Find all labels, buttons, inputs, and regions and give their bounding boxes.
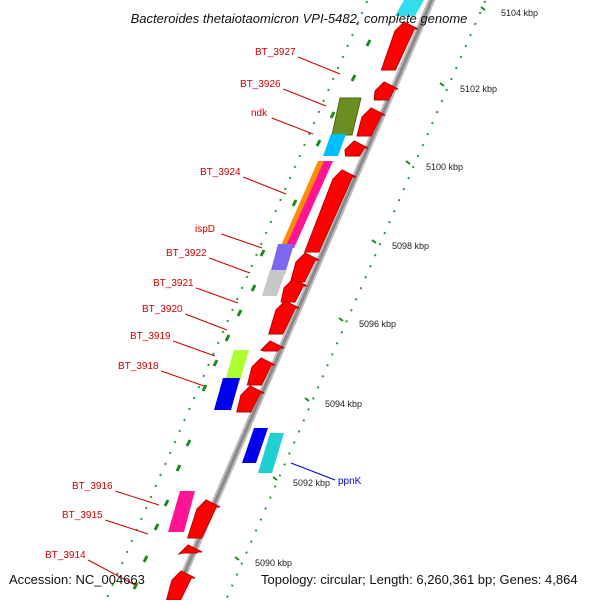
gene-arrow-forward [380, 21, 419, 71]
scale-tick-label: 5096 kbp [359, 319, 396, 329]
gene-label-leader [173, 340, 216, 357]
gene-block-ndk-blue [323, 134, 346, 156]
gene-block-ispD [270, 244, 294, 274]
gene-label-leader [87, 559, 136, 586]
gene-label: BT_3927 [255, 47, 296, 58]
green-tick [365, 39, 372, 47]
green-tick [291, 199, 298, 207]
scale-tick-mark [371, 239, 377, 244]
gene-arrow-forward [260, 340, 285, 352]
gene-arrow-forward [356, 107, 386, 137]
green-tick [163, 499, 170, 507]
green-tick [212, 359, 219, 367]
gene-arrow-forward [373, 81, 399, 101]
gene-block-3924-pink [285, 161, 333, 248]
gene-block-3919 [225, 350, 249, 381]
scale-tick-mark [405, 160, 411, 165]
scale-tick-mark [439, 82, 445, 87]
gene-label-leader [209, 257, 251, 274]
gene-label: BT_3926 [240, 79, 281, 90]
green-tick [329, 111, 336, 119]
gene-label-leader [196, 287, 239, 304]
gene-label: BT_3914 [45, 550, 86, 561]
green-tick [201, 384, 208, 392]
gene-block-ndk-olive [331, 97, 362, 136]
topology-text: Topology: circular; Length: 6,260,361 bp… [261, 572, 578, 587]
scale-tick-mark [304, 397, 310, 402]
gene-label: BT_3916 [72, 481, 113, 492]
scale-tick-label: 5098 kbp [392, 241, 429, 251]
gene-label-leader [283, 88, 327, 107]
gene-label: BT_3919 [130, 331, 171, 342]
gene-arrow-forward [236, 385, 265, 413]
scale-tick-mark [338, 317, 344, 322]
gene-label: BT_3921 [153, 278, 194, 289]
gene-arrow-forward [304, 169, 357, 253]
gene-label-leader [271, 117, 314, 135]
gene-label: BT_3918 [118, 361, 159, 372]
scale-tick-mark [480, 6, 486, 11]
gene-label: BT_3924 [200, 167, 241, 178]
green-tick [259, 249, 266, 257]
gene-label: BT_3922 [166, 248, 207, 259]
gene-label-leader [105, 519, 149, 535]
gene-arrow-forward [289, 252, 320, 283]
gene-label: BT_3920 [142, 304, 183, 315]
accession-text: Accession: NC_004663 [9, 572, 145, 587]
green-tick [350, 74, 357, 82]
gene-arrow-forward [177, 544, 203, 556]
gene-arrow-forward [246, 357, 276, 386]
scale-tick-mark [272, 476, 278, 481]
gene-label: ispD [195, 224, 215, 235]
green-tick [153, 523, 160, 531]
gene-label-leader [221, 233, 263, 249]
gene-label-leader [243, 176, 287, 195]
gene-arrow-forward [280, 278, 308, 303]
gene-block-3918 [214, 378, 240, 410]
green-tick [250, 284, 257, 292]
gene-block-3916 [168, 491, 195, 532]
scale-tick-label: 5090 kbp [255, 558, 292, 568]
gene-label-leader [115, 490, 160, 506]
scale-tick-label: 5094 kbp [325, 399, 362, 409]
gene-label: ppnK [338, 476, 362, 487]
gene-label: BT_3915 [62, 510, 103, 521]
gene-arrow-forward [344, 140, 369, 157]
gene-arrow-forward [186, 499, 221, 539]
map-title: Bacteroides thetaiotaomicron VPI-5482, c… [131, 11, 468, 26]
scale-tick-mark [234, 556, 240, 561]
green-tick [236, 309, 243, 317]
green-tick [224, 334, 231, 342]
gene-block-3922 [262, 270, 286, 296]
green-tick [185, 439, 192, 447]
inner-dotted-guide [225, 0, 487, 601]
green-tick [132, 582, 139, 590]
gene-label: ndk [251, 108, 268, 119]
scale-tick-label: 5092 kbp [293, 478, 330, 488]
green-tick [175, 464, 182, 472]
gene-label-leader [161, 370, 205, 387]
outer-dotted-guide [105, 0, 369, 601]
scale-tick-label: 5100 kbp [426, 162, 463, 172]
gene-block-ppnK-cyan [258, 433, 284, 473]
scale-tick-label: 5104 kbp [501, 8, 538, 18]
scale-tick-label: 5102 kbp [460, 84, 497, 94]
gene-block-top-cyan [395, 0, 424, 16]
green-tick [142, 555, 149, 563]
gene-block-ppnK-blue [242, 428, 268, 463]
gene-arrow-forward [165, 570, 196, 601]
gene-label-leader [298, 56, 341, 75]
green-tick [315, 139, 322, 147]
gene-label-leader [290, 462, 336, 481]
gene-arrow-forward [268, 300, 300, 335]
gene-label-leader [185, 313, 228, 331]
